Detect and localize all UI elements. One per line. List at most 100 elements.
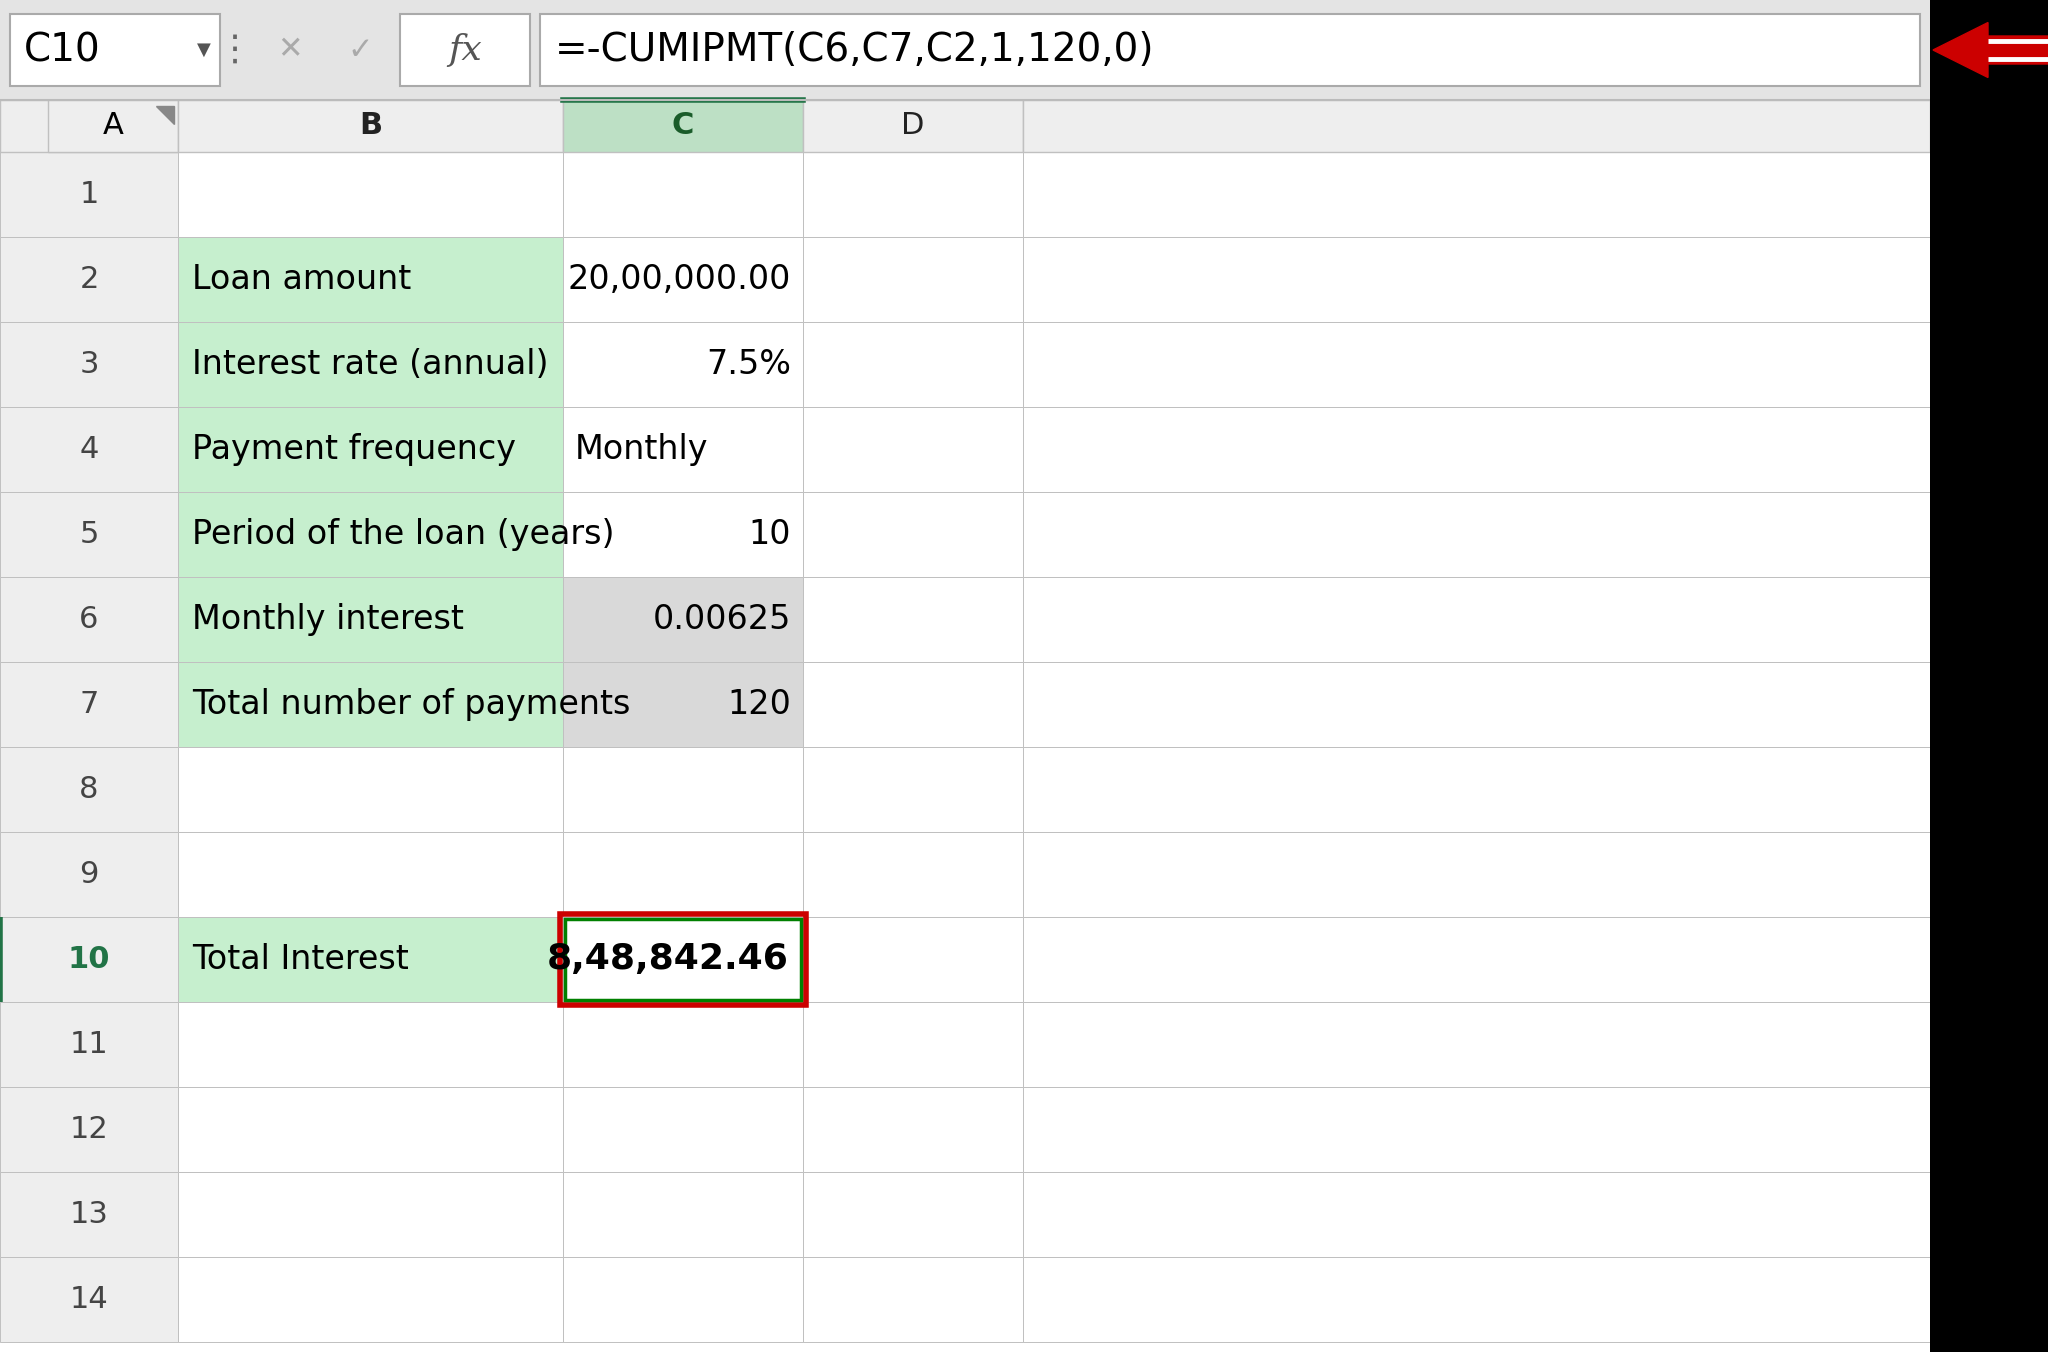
Bar xyxy=(565,919,801,1000)
Bar xyxy=(178,917,563,1002)
Bar xyxy=(563,831,803,917)
Bar xyxy=(803,237,1024,322)
Bar xyxy=(178,151,563,237)
Bar xyxy=(803,322,1024,407)
Text: B: B xyxy=(358,111,383,141)
Bar xyxy=(178,407,563,492)
Bar xyxy=(0,831,178,917)
Bar xyxy=(1024,748,1929,831)
Bar xyxy=(1024,577,1929,662)
Bar xyxy=(178,322,563,407)
Polygon shape xyxy=(156,105,174,124)
Bar xyxy=(803,748,1024,831)
Text: =-CUMIPMT(C6,C7,C2,1,120,0): =-CUMIPMT(C6,C7,C2,1,120,0) xyxy=(555,31,1155,69)
Text: A: A xyxy=(102,111,123,141)
Bar xyxy=(0,151,1929,1352)
Text: 20,00,000.00: 20,00,000.00 xyxy=(567,264,791,296)
Bar xyxy=(1024,322,1929,407)
Text: 12: 12 xyxy=(70,1115,109,1144)
Bar xyxy=(803,151,1024,237)
Bar xyxy=(803,662,1024,748)
Text: Interest rate (annual): Interest rate (annual) xyxy=(193,347,549,381)
Bar xyxy=(0,407,178,492)
Bar xyxy=(1024,100,1929,151)
Text: C10: C10 xyxy=(25,31,100,69)
Bar xyxy=(563,237,803,322)
Bar xyxy=(0,100,1929,108)
Bar xyxy=(0,1257,178,1343)
Bar xyxy=(563,917,803,1002)
Bar xyxy=(563,1002,803,1087)
Bar xyxy=(563,748,803,831)
Bar xyxy=(1024,407,1929,492)
Text: ▼: ▼ xyxy=(197,41,211,59)
Bar xyxy=(0,917,178,1002)
Bar xyxy=(0,1087,178,1172)
Bar xyxy=(178,100,563,151)
Bar xyxy=(178,1087,563,1172)
Bar xyxy=(803,831,1024,917)
Bar xyxy=(0,322,178,407)
Bar xyxy=(803,1002,1024,1087)
Text: D: D xyxy=(901,111,926,141)
Text: 2: 2 xyxy=(80,265,98,293)
Bar xyxy=(0,151,178,237)
Bar xyxy=(1024,237,1929,322)
Bar xyxy=(563,662,803,748)
Text: 8,48,842.46: 8,48,842.46 xyxy=(547,942,788,976)
Bar xyxy=(563,100,803,151)
Text: 1: 1 xyxy=(80,180,98,210)
Text: 8: 8 xyxy=(80,775,98,804)
Bar xyxy=(0,748,178,831)
Bar xyxy=(1024,492,1929,577)
Bar xyxy=(0,577,178,662)
Bar xyxy=(803,100,1024,151)
Bar xyxy=(0,1172,178,1257)
Text: fx: fx xyxy=(449,32,481,68)
Bar xyxy=(0,100,178,151)
Bar xyxy=(0,237,178,322)
Bar xyxy=(178,1172,563,1257)
Bar xyxy=(803,1172,1024,1257)
Bar xyxy=(178,492,563,577)
Text: Total number of payments: Total number of payments xyxy=(193,688,631,721)
Bar xyxy=(178,237,563,322)
Bar xyxy=(178,831,563,917)
Bar xyxy=(178,748,563,831)
Text: ✓: ✓ xyxy=(348,35,373,65)
Text: 120: 120 xyxy=(727,688,791,721)
Bar xyxy=(0,662,178,748)
Bar xyxy=(178,577,563,662)
Bar xyxy=(803,1087,1024,1172)
Text: Payment frequency: Payment frequency xyxy=(193,433,516,466)
Bar xyxy=(1024,662,1929,748)
FancyArrow shape xyxy=(1933,23,2048,77)
Bar xyxy=(559,914,807,1005)
Text: ⋮: ⋮ xyxy=(217,32,254,68)
Text: 10: 10 xyxy=(748,518,791,552)
Bar xyxy=(10,14,219,87)
Bar xyxy=(0,1002,178,1087)
Bar xyxy=(803,492,1024,577)
Text: 4: 4 xyxy=(80,435,98,464)
Text: 0.00625: 0.00625 xyxy=(653,603,791,635)
Text: 7: 7 xyxy=(80,690,98,719)
Text: Loan amount: Loan amount xyxy=(193,264,412,296)
Text: 6: 6 xyxy=(80,604,98,634)
Bar xyxy=(563,1172,803,1257)
Bar xyxy=(1024,831,1929,917)
Text: 9: 9 xyxy=(80,860,98,890)
Bar xyxy=(399,14,530,87)
Text: 7.5%: 7.5% xyxy=(707,347,791,381)
Text: Monthly interest: Monthly interest xyxy=(193,603,465,635)
Text: C: C xyxy=(672,111,694,141)
Bar xyxy=(563,492,803,577)
Text: ✕: ✕ xyxy=(276,35,303,65)
Bar xyxy=(178,1257,563,1343)
Text: 10: 10 xyxy=(68,945,111,973)
Bar xyxy=(563,1087,803,1172)
Bar xyxy=(1024,1257,1929,1343)
Bar xyxy=(1024,151,1929,237)
Bar xyxy=(563,1257,803,1343)
Bar xyxy=(0,0,1929,100)
